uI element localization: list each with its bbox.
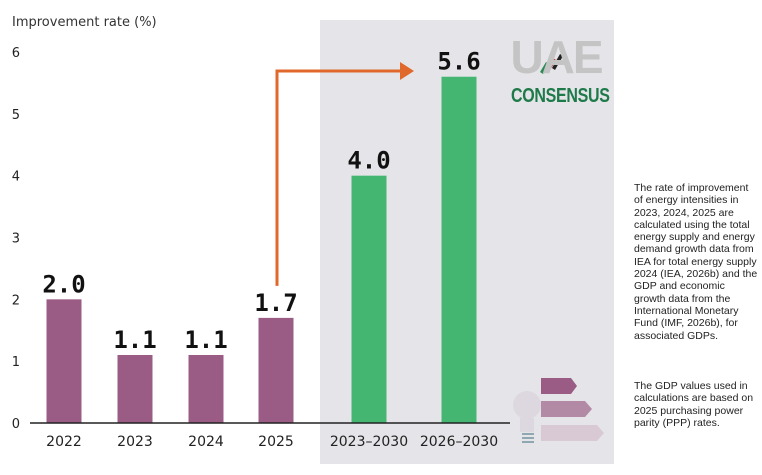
y-tick-label: 0 (12, 417, 20, 432)
y-tick-label: 2 (12, 293, 20, 308)
bar (441, 76, 477, 423)
trend-arrow-head (400, 62, 414, 80)
value-labels: 2.0 1.1 1.1 1.7 4.0 5.6 (42, 48, 480, 354)
x-tick-label: 2026–2030 (420, 434, 498, 450)
x-tick-label: 2025 (258, 434, 294, 450)
y-tick-label: 5 (12, 108, 20, 123)
y-tick-label: 4 (12, 170, 20, 185)
logo-consensus-text: CONSENSUS (511, 85, 610, 107)
value-label: 4.0 (347, 147, 390, 175)
y-tick-label: 1 (12, 355, 20, 370)
bar (117, 354, 153, 423)
uae-flag-mark (540, 54, 563, 74)
lightbulb-icon (513, 378, 604, 443)
x-tick-label: 2023–2030 (330, 434, 408, 450)
bar (46, 299, 82, 423)
logo-uae-text: UAE (510, 31, 603, 83)
x-tick-label: 2024 (188, 434, 224, 450)
value-label: 1.1 (184, 326, 227, 354)
bar (188, 354, 224, 423)
value-label: 1.7 (254, 289, 297, 317)
note-paragraph-2: The GDP values used in calculations are … (634, 380, 754, 429)
y-tick-label: 6 (12, 46, 20, 61)
y-axis-ticks: 0 1 2 3 4 5 6 (12, 46, 20, 432)
y-tick-label: 3 (12, 232, 20, 247)
x-axis-labels: 2022 2023 2024 2025 2023–2030 2026–2030 (46, 434, 498, 450)
trend-arrow (275, 69, 404, 286)
x-tick-label: 2023 (117, 434, 153, 450)
bars (46, 76, 477, 423)
x-tick-label: 2022 (46, 434, 82, 450)
value-label: 5.6 (437, 48, 480, 76)
bar (351, 175, 387, 423)
value-label: 2.0 (42, 270, 85, 298)
bar (258, 317, 294, 423)
note-paragraph-1: The rate of improvement of energy intens… (634, 182, 758, 342)
value-label: 1.1 (113, 326, 156, 354)
y-axis-title: Improvement rate (%) (12, 15, 157, 30)
